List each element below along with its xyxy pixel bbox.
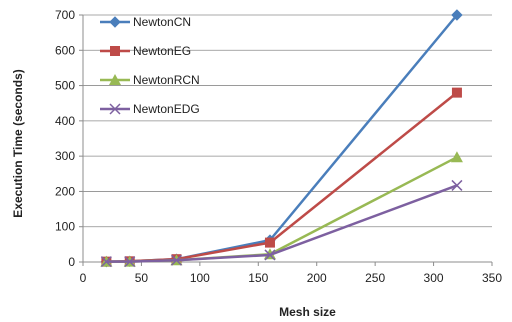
series-line	[106, 156, 458, 263]
x-marker-stroke	[451, 179, 463, 191]
y-tick-label: 100	[55, 220, 75, 234]
data-point-marker	[110, 46, 120, 56]
data-point-marker	[451, 9, 463, 21]
y-tick-label: 400	[55, 114, 75, 128]
y-tick-label: 600	[55, 43, 75, 57]
data-point-marker	[450, 151, 463, 163]
gridlines	[83, 14, 492, 228]
legend-item: NewtonRCN	[100, 73, 200, 87]
x-marker-stroke	[109, 103, 121, 115]
x-tick-label: 250	[365, 271, 385, 285]
data-point-marker	[100, 256, 112, 268]
x-tick-label: 0	[80, 271, 87, 285]
legend-item: NewtonCN	[100, 15, 191, 29]
x-tick-label: 100	[190, 271, 210, 285]
x-tick-label: 300	[424, 271, 444, 285]
legend-label: NewtonCN	[133, 15, 191, 29]
data-point-marker	[109, 16, 121, 28]
legend: NewtonCN NewtonEG NewtonRCN NewtonEDG	[100, 15, 200, 116]
data-point-marker	[264, 249, 276, 261]
x-tick-labels: 0 50 100 150 200 250 300 350	[80, 271, 503, 285]
legend-label: NewtonEG	[133, 44, 191, 58]
x-marker-stroke	[264, 249, 276, 261]
y-tick-label: 500	[55, 79, 75, 93]
x-axis-title: Mesh size	[279, 305, 336, 319]
legend-item: NewtonEDG	[100, 102, 200, 116]
x-marker-stroke	[100, 256, 112, 268]
series-lines	[100, 9, 463, 268]
y-axis-title: Execution Time (seconds)	[11, 69, 25, 217]
x-marker-stroke	[124, 256, 136, 268]
x-tick-label: 200	[307, 271, 327, 285]
legend-label: NewtonRCN	[133, 73, 200, 87]
data-point-marker	[170, 254, 183, 266]
y-tick-label: 0	[68, 255, 75, 269]
data-point-marker	[264, 237, 275, 248]
data-point-marker	[124, 256, 136, 268]
series-line	[106, 91, 458, 263]
x-tick-label: 350	[482, 271, 502, 285]
legend-item: NewtonEG	[100, 44, 191, 58]
y-tick-label: 700	[55, 8, 75, 22]
y-tick-labels: 0 100 200 300 400 500 600 700	[55, 8, 75, 269]
data-point-marker	[451, 87, 462, 98]
data-point-marker	[451, 179, 463, 191]
x-marker-stroke	[170, 254, 183, 266]
data-point-marker	[109, 103, 121, 115]
y-tick-label: 200	[55, 184, 75, 198]
x-tick-label: 150	[248, 271, 268, 285]
data-point-marker	[109, 74, 121, 85]
legend-label: NewtonEDG	[133, 102, 200, 116]
series-line	[106, 184, 458, 263]
y-tick-label: 300	[55, 149, 75, 163]
series-newtonedg	[100, 179, 463, 268]
x-tick-label: 50	[135, 271, 149, 285]
